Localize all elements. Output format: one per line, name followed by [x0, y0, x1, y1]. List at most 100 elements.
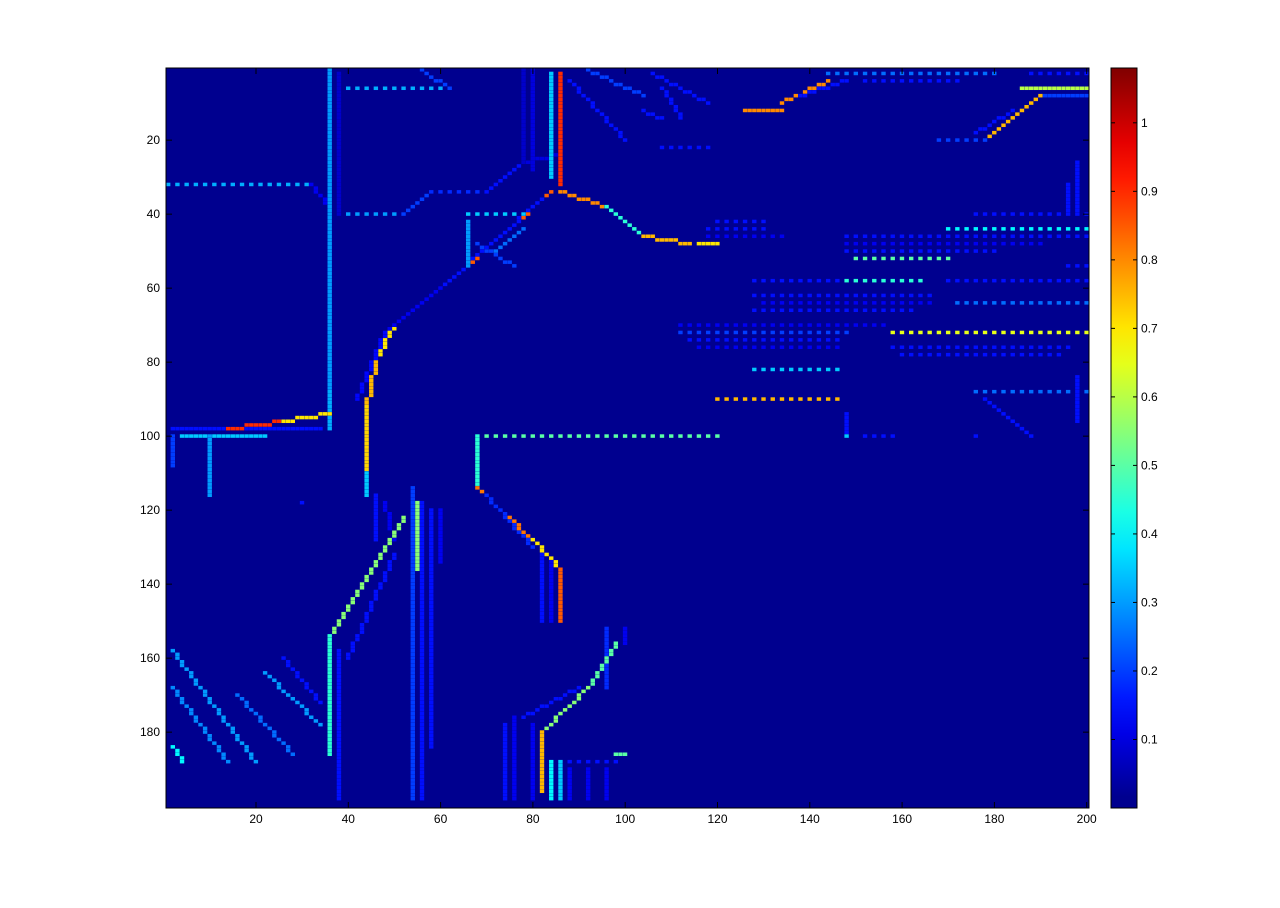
heatmap-cell — [419, 593, 425, 597]
heatmap-cell — [595, 71, 600, 76]
heatmap-cell — [1056, 234, 1062, 239]
heatmap-cell — [419, 796, 425, 801]
heatmap-cell — [807, 293, 812, 298]
heatmap-cell — [498, 508, 503, 512]
heatmap-cell — [327, 197, 332, 202]
heatmap-cell — [544, 552, 549, 557]
heatmap-cell — [369, 389, 374, 394]
heatmap-cell — [512, 726, 517, 731]
heatmap-cell — [429, 600, 434, 605]
heatmap-cell — [862, 293, 868, 298]
heatmap-cell — [419, 586, 425, 590]
heatmap-cell — [1047, 86, 1052, 91]
heatmap-cell — [973, 241, 979, 246]
heatmap-cell — [521, 123, 526, 128]
heatmap-cell — [595, 671, 600, 675]
heatmap-cell — [419, 301, 425, 305]
heatmap-cell — [604, 778, 609, 782]
heatmap-cell — [410, 759, 415, 764]
heatmap-cell — [359, 389, 365, 394]
heatmap-cell — [226, 426, 231, 431]
heatmap-cell — [927, 79, 932, 83]
heatmap-cell — [193, 715, 199, 720]
heatmap-cell — [539, 704, 545, 708]
heatmap-cell — [539, 582, 545, 586]
heatmap-cell — [235, 693, 240, 697]
heatmap-cell — [295, 182, 300, 187]
heatmap-cell — [936, 256, 942, 261]
heatmap-cell — [641, 93, 646, 98]
heatmap-cell — [327, 345, 332, 350]
heatmap-cell — [350, 648, 355, 653]
heatmap-cell — [258, 182, 263, 187]
heatmap-cell — [807, 330, 812, 335]
heatmap-cell — [530, 138, 535, 142]
heatmap-cell — [396, 523, 402, 527]
heatmap-cell — [936, 234, 942, 239]
heatmap-cell — [479, 249, 485, 253]
heatmap-cell — [336, 704, 342, 708]
heatmap-cell — [549, 600, 554, 605]
heatmap-cell — [1042, 93, 1048, 98]
heatmap-cell — [419, 578, 425, 583]
heatmap-cell — [382, 341, 388, 346]
heatmap-cell — [659, 86, 665, 91]
heatmap-cell — [327, 315, 332, 320]
heatmap-cell — [890, 249, 895, 253]
heatmap-cell — [327, 301, 332, 305]
heatmap-cell — [955, 79, 960, 83]
heatmap-cell — [502, 763, 508, 768]
heatmap-cell — [502, 785, 508, 790]
heatmap-cell — [355, 634, 360, 638]
heatmap-cell — [419, 645, 425, 649]
heatmap-cell — [604, 652, 609, 657]
heatmap-cell — [336, 752, 342, 757]
heatmap-cell — [807, 338, 812, 342]
heatmap-cell — [419, 537, 425, 542]
heatmap-cell — [410, 526, 415, 531]
heatmap-cell — [336, 793, 342, 797]
heatmap-cell — [973, 138, 979, 142]
heatmap-cell — [369, 604, 374, 609]
heatmap-cell — [373, 512, 379, 516]
heatmap-cell — [281, 656, 286, 660]
heatmap-cell — [285, 663, 291, 668]
heatmap-cell — [512, 734, 517, 738]
heatmap-cell — [1065, 301, 1071, 305]
heatmap-cell — [909, 249, 914, 253]
heatmap-cell — [327, 734, 332, 738]
heatmap-cell — [604, 434, 609, 438]
heatmap-cell — [530, 97, 535, 102]
heatmap-cell — [285, 182, 291, 187]
heatmap-cell — [549, 79, 554, 83]
heatmap-cell — [327, 393, 332, 398]
heatmap-cell — [419, 682, 425, 686]
heatmap-cell — [816, 86, 822, 91]
heatmap-cell — [327, 334, 332, 338]
heatmap-cell — [742, 330, 748, 335]
heatmap-cell — [327, 68, 332, 72]
heatmap-cell — [613, 127, 619, 131]
heatmap-cell — [244, 704, 249, 708]
heatmap-cell — [825, 338, 831, 342]
heatmap-cell — [369, 393, 374, 398]
heatmap-cell — [410, 593, 415, 597]
heatmap-cell — [216, 748, 222, 753]
heatmap-cell — [890, 293, 895, 298]
heatmap-cell — [973, 345, 979, 350]
heatmap-cell — [419, 552, 425, 557]
heatmap-cell — [438, 523, 443, 527]
heatmap-cell — [327, 708, 332, 712]
heatmap-cell — [752, 345, 757, 350]
heatmap-cell — [1070, 86, 1075, 91]
heatmap-cell — [212, 182, 217, 187]
heatmap-cell — [410, 552, 415, 557]
heatmap-cell — [530, 86, 535, 91]
heatmap-cell — [1075, 179, 1080, 183]
heatmap-cell — [202, 726, 208, 731]
heatmap-cell — [516, 523, 522, 527]
heatmap-cell — [535, 201, 540, 205]
heatmap-cell — [410, 571, 415, 575]
heatmap-cell — [207, 426, 212, 431]
heatmap-cell — [539, 567, 545, 572]
